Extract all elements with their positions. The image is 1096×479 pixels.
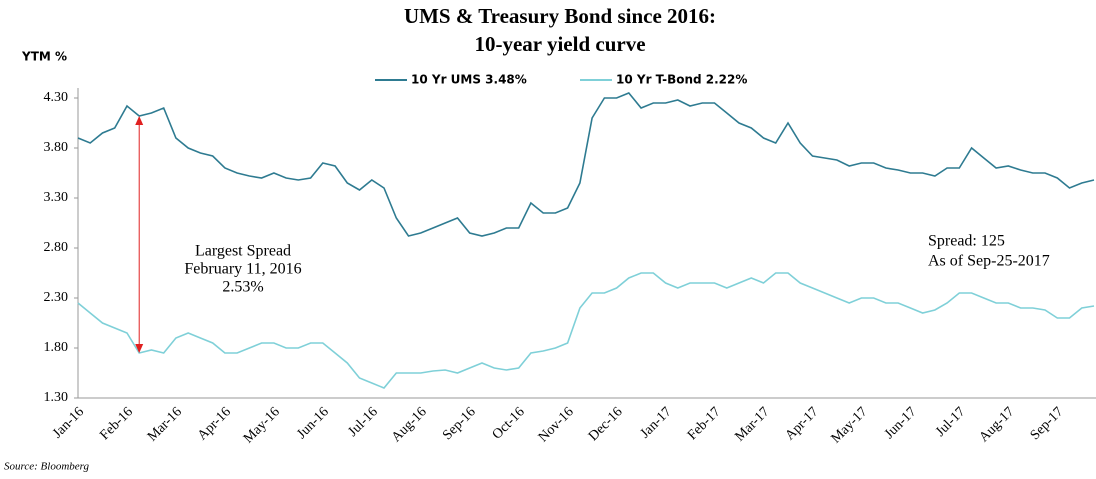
x-tick-label: Jun-16 [294, 404, 332, 442]
x-tick-label: Jul-16 [346, 404, 381, 439]
arrow-head [135, 116, 144, 125]
x-tick-label: Mar-16 [145, 404, 185, 444]
y-tick-label: 3.80 [44, 140, 69, 155]
y-tick-label: 1.80 [44, 340, 69, 355]
annotation: 2.53% [222, 279, 263, 296]
x-tick-label: Aug-17 [977, 404, 1018, 445]
annotation: February 11, 2016 [184, 261, 301, 278]
y-tick-label: 1.30 [44, 390, 69, 405]
x-tick-label: May-17 [829, 404, 871, 446]
annotation: Largest Spread [195, 243, 291, 260]
x-tick-label: Feb-16 [97, 404, 136, 443]
x-tick-label: May-16 [241, 404, 283, 446]
chart-title: UMS & Treasury Bond since 2016: [404, 4, 716, 28]
legend-label: 10 Yr T-Bond 2.22% [616, 73, 747, 87]
y-tick-label: 4.30 [44, 90, 69, 105]
series-line [77, 92, 1095, 237]
x-tick-label: Jul-17 [933, 404, 968, 439]
x-tick-label: Nov-16 [536, 404, 577, 445]
y-tick-label: 3.30 [44, 190, 69, 205]
y-axis-label: YTM % [21, 50, 67, 64]
x-tick-label: Oct-16 [490, 404, 528, 442]
x-tick-label: Sep-17 [1028, 404, 1067, 443]
x-tick-label: Jan-16 [50, 404, 87, 441]
x-tick-label: Jun-17 [882, 404, 920, 442]
y-tick-label: 2.80 [44, 240, 69, 255]
x-tick-label: Feb-17 [685, 404, 724, 443]
chart-title: 10-year yield curve [474, 32, 645, 56]
series-line [77, 272, 1095, 389]
x-tick-label: Jan-17 [638, 404, 675, 441]
x-tick-label: Apr-17 [783, 404, 822, 443]
arrow-head [135, 344, 144, 353]
source: Source: Bloomberg [4, 461, 90, 473]
y-tick-label: 2.30 [44, 290, 69, 305]
x-tick-label: Apr-16 [195, 404, 234, 443]
x-tick-label: Mar-17 [732, 404, 772, 444]
annotation: Spread: 125 [928, 233, 1005, 250]
x-tick-label: Dec-16 [586, 404, 626, 444]
x-tick-label: Aug-16 [389, 404, 430, 445]
x-tick-label: Sep-16 [440, 404, 479, 443]
legend-label: 10 Yr UMS 3.48% [411, 73, 527, 87]
annotation: As of Sep-25-2017 [928, 253, 1050, 270]
